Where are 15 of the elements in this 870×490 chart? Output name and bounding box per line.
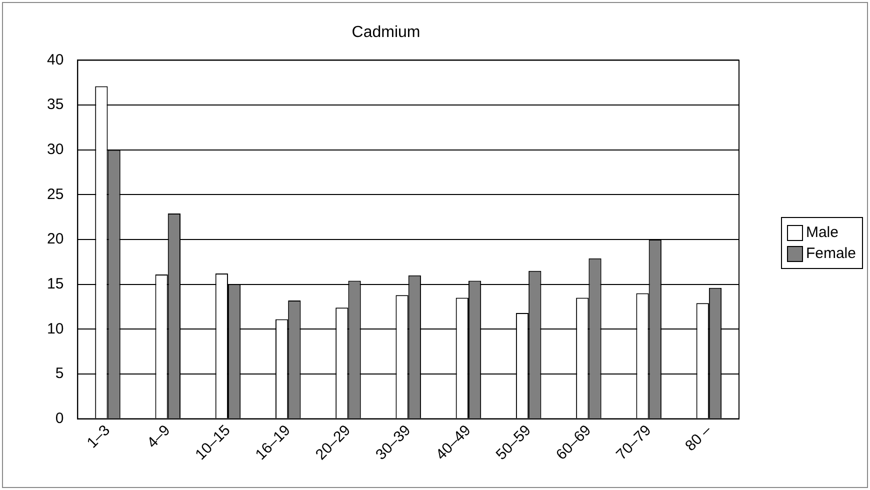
y-tick-label: 10 [46, 320, 64, 338]
y-tick-label: 5 [55, 365, 64, 382]
y-tick-label: 25 [46, 186, 64, 203]
x-tick-label: 1–3 [84, 422, 114, 452]
y-tick-label: 15 [46, 275, 64, 292]
x-tick-label: 4–9 [144, 422, 174, 452]
y-tick-label: 40 [46, 51, 64, 68]
y-tick-label: 30 [46, 140, 64, 158]
legend-label: Male [806, 223, 838, 243]
legend-label: Female [806, 244, 856, 264]
y-tick-label: 35 [46, 96, 64, 114]
y-tick-label: 20 [46, 230, 64, 248]
x-tick-label: 80 – [682, 421, 716, 455]
chart-title: Cadmium [352, 24, 420, 42]
y-tick-label: 0 [55, 410, 64, 427]
